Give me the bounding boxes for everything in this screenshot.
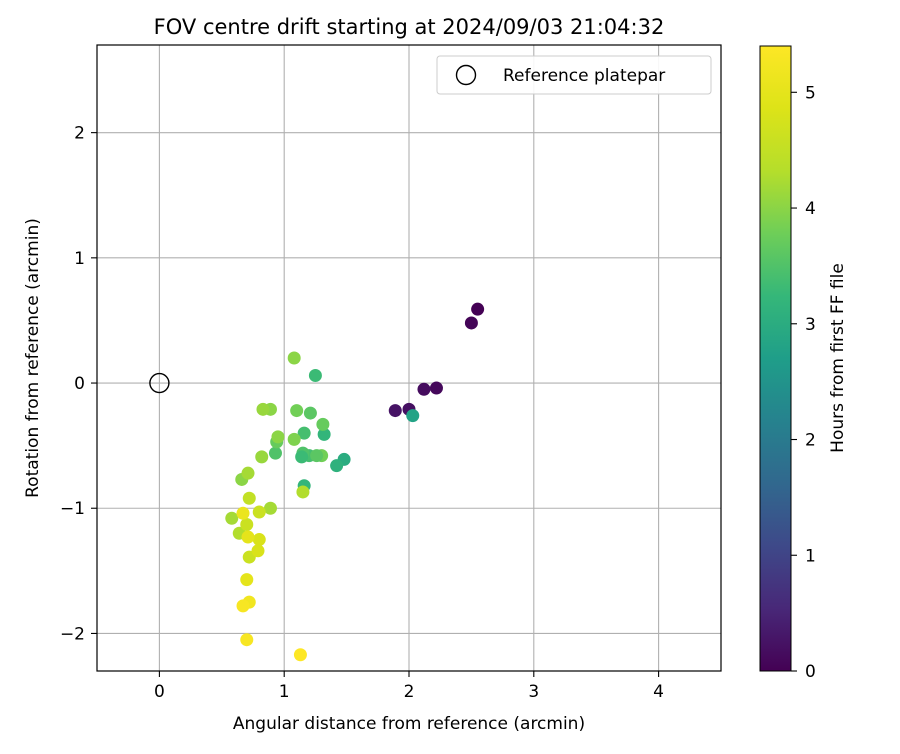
data-point	[417, 382, 431, 396]
data-point	[240, 518, 254, 532]
colorbar-label: Hours from first FF file	[828, 263, 848, 453]
data-point	[240, 573, 254, 587]
legend: Reference platepar	[436, 55, 712, 95]
data-point	[464, 316, 478, 330]
y-tick-label: 2	[74, 124, 85, 144]
colorbar-tick-label: 4	[805, 199, 816, 219]
data-point	[330, 459, 344, 473]
data-point	[471, 302, 485, 316]
colorbar-tick-label: 2	[805, 431, 816, 451]
data-point	[308, 369, 322, 383]
data-points	[225, 302, 485, 662]
data-point	[225, 511, 239, 525]
grid-lines	[97, 45, 721, 671]
reference-marker	[149, 372, 170, 394]
colorbar-ticks: 0 1 2 3 4 5	[791, 83, 816, 682]
data-point	[388, 404, 402, 418]
data-point	[252, 533, 266, 547]
data-point	[293, 648, 307, 662]
data-point	[406, 409, 420, 423]
data-point	[310, 449, 324, 463]
data-point	[255, 450, 269, 464]
colorbar-tick-label: 3	[805, 315, 816, 335]
x-axis-label: Angular distance from reference (arcmin)	[233, 714, 585, 734]
data-point	[263, 501, 277, 515]
legend-label-reference: Reference platepar	[503, 66, 665, 86]
data-point	[296, 485, 310, 499]
colorbar-tick-label: 1	[805, 546, 816, 566]
data-point	[242, 491, 256, 505]
x-tick-label: 1	[279, 682, 290, 702]
colorbar-tick-label: 0	[805, 662, 816, 682]
colorbar-gradient	[759, 45, 792, 672]
x-tick-label: 2	[404, 682, 415, 702]
data-point	[236, 599, 250, 613]
data-point	[268, 446, 282, 460]
data-point	[252, 505, 266, 519]
data-point	[303, 406, 317, 420]
data-point	[287, 351, 301, 365]
y-axis-label: Rotation from reference (arcmin)	[23, 218, 43, 498]
data-point	[241, 530, 255, 544]
data-point	[271, 430, 285, 444]
x-tick-label: 4	[653, 682, 664, 702]
data-point	[290, 404, 304, 418]
colorbar: 0 1 2 3 4 5 Hours from first FF file	[759, 45, 848, 682]
legend-reference-marker	[455, 64, 477, 86]
colorbar-tick-label: 5	[805, 83, 816, 103]
data-point	[251, 544, 265, 558]
legend-box	[436, 55, 712, 95]
y-tick-label: 0	[74, 374, 85, 394]
chart-title: FOV centre drift starting at 2024/09/03 …	[154, 15, 665, 39]
data-point	[297, 426, 311, 440]
data-point	[236, 506, 250, 520]
y-tick-label: −2	[60, 624, 85, 644]
data-point	[240, 633, 254, 647]
reference-marker-group	[149, 372, 170, 394]
x-tick-label: 0	[154, 682, 165, 702]
y-axis-ticks: −2 −1 0 1 2	[60, 124, 97, 644]
data-point	[295, 450, 309, 464]
y-tick-label: −1	[60, 499, 85, 519]
y-tick-label: 1	[74, 249, 85, 269]
data-point	[316, 417, 330, 431]
data-point	[241, 466, 255, 480]
data-point	[429, 381, 443, 395]
x-axis-ticks: 0 1 2 3 4	[154, 671, 664, 702]
data-point	[256, 402, 270, 416]
data-point	[287, 432, 301, 446]
x-tick-label: 3	[528, 682, 539, 702]
data-point	[317, 427, 331, 441]
